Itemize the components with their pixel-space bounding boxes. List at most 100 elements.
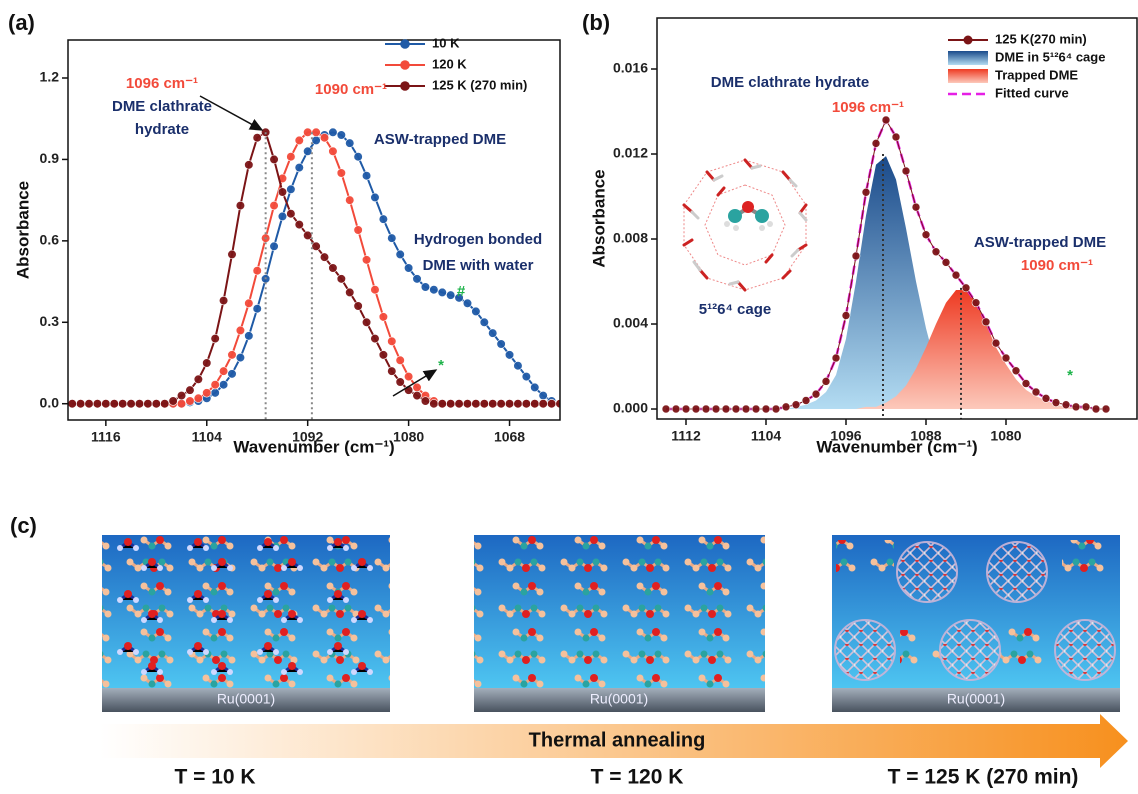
legend-swatch (400, 60, 410, 70)
data-point (962, 284, 970, 292)
data-point (539, 399, 548, 408)
data-point (127, 399, 136, 408)
data-point (1082, 403, 1090, 411)
legend-swatch (400, 39, 410, 49)
x-tick-label: 1096 (830, 428, 861, 444)
data-point (345, 139, 354, 148)
legend-swatch (964, 36, 973, 45)
data-point (169, 397, 178, 406)
data-point (228, 370, 237, 379)
data-point (912, 203, 920, 211)
data-point (438, 288, 447, 297)
y-tick-label: 0.008 (613, 230, 648, 246)
temperature-label: T = 120 K (591, 766, 684, 789)
data-point (480, 318, 489, 327)
data-point (312, 128, 321, 137)
data-point (329, 147, 338, 156)
data-point (287, 185, 296, 194)
data-point (236, 326, 245, 335)
legend-swatch (400, 81, 410, 91)
data-point (1062, 401, 1070, 409)
data-point (812, 390, 820, 398)
data-point (1042, 394, 1050, 402)
y-tick-label: 0.6 (40, 232, 60, 248)
data-point (446, 291, 455, 300)
data-point (472, 307, 481, 316)
x-tick-label: 1112 (671, 428, 701, 444)
annotation: DME clathrate hydrate (711, 74, 869, 91)
data-point (782, 403, 790, 411)
annotation: hydrate (135, 121, 189, 138)
data-point (413, 275, 422, 284)
legend-label: Trapped DME (995, 67, 1078, 82)
data-point (76, 399, 85, 408)
chart-a: (a)Wavenumber (cm⁻¹)Absorbance1116110410… (8, 10, 564, 457)
illustration: (c) Ru(0001) Ru(0001) Ru(0001) Thermal a… (10, 513, 1128, 789)
data-point (438, 399, 447, 408)
annotation: 1090 cm⁻¹ (1021, 257, 1093, 274)
data-point (396, 378, 405, 387)
data-point (1092, 405, 1100, 413)
data-point (102, 399, 111, 408)
data-point (362, 256, 371, 265)
data-point (295, 220, 304, 229)
data-point (732, 405, 740, 413)
data-point (702, 405, 710, 413)
data-point (882, 116, 890, 124)
data-point (118, 399, 127, 408)
data-point (379, 215, 388, 224)
data-point (762, 405, 770, 413)
data-point (722, 405, 730, 413)
data-point (211, 389, 220, 398)
data-point (320, 253, 329, 262)
data-point (177, 399, 186, 408)
data-point (287, 209, 296, 218)
data-point (446, 399, 455, 408)
data-point (270, 242, 279, 251)
data-point (802, 397, 810, 405)
data-point (93, 399, 102, 408)
data-point (278, 212, 287, 221)
data-point (337, 169, 346, 178)
data-point (672, 405, 680, 413)
data-point (530, 383, 539, 392)
data-point (396, 250, 405, 259)
data-point (942, 258, 950, 266)
data-point (253, 304, 262, 313)
data-point (85, 399, 94, 408)
data-point (952, 271, 960, 279)
data-point (211, 380, 220, 389)
data-point (692, 405, 700, 413)
data-point (144, 399, 153, 408)
data-point (303, 231, 312, 240)
data-point (236, 201, 245, 210)
data-point (236, 353, 245, 362)
annotation: # (457, 283, 466, 300)
data-point (253, 133, 262, 142)
data-point (337, 131, 346, 140)
data-point (219, 367, 228, 376)
x-tick-label: 1116 (91, 429, 121, 445)
legend-label: Fitted curve (995, 85, 1069, 100)
data-point (852, 252, 860, 260)
data-point (972, 299, 980, 307)
y-tick-label: 0.004 (613, 315, 648, 331)
y-tick-label: 0.9 (40, 150, 60, 166)
data-point (992, 339, 1000, 347)
data-point (505, 351, 514, 360)
legend-label: 120 K (432, 56, 467, 71)
data-point (387, 234, 396, 243)
data-point (345, 288, 354, 297)
data-point (379, 313, 388, 322)
data-point (110, 399, 119, 408)
data-point (1022, 380, 1030, 388)
data-point (430, 399, 439, 408)
data-point (135, 399, 144, 408)
legend-label: 10 K (432, 35, 460, 50)
data-point (514, 399, 523, 408)
legend-label: 125 K(270 min) (995, 31, 1087, 46)
data-point (842, 312, 850, 320)
data-point (488, 399, 497, 408)
data-point (354, 226, 363, 235)
data-point (682, 405, 690, 413)
